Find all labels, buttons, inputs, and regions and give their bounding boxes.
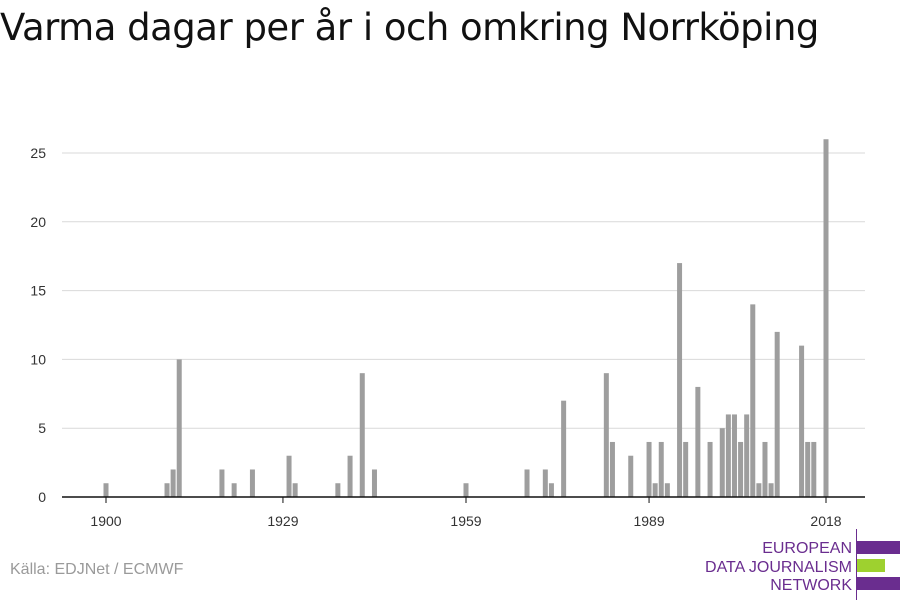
bar-2010 (774, 331, 780, 497)
y-tick-label: 20 (30, 214, 46, 230)
bar-2003 (731, 414, 737, 497)
bar-1940 (347, 455, 353, 497)
gridlines (62, 152, 865, 429)
y-tick-label: 15 (30, 283, 46, 299)
logo-divider (856, 529, 857, 600)
x-axis-ticks: 1900 1929 1959 1989 2018 (90, 497, 842, 529)
logo-line-1: EUROPEAN (762, 540, 852, 557)
bar-2016 (811, 441, 817, 497)
x-tick-label: 2018 (810, 513, 841, 529)
y-axis-ticks: 0 5 10 15 20 25 (30, 145, 46, 505)
bar-1991 (658, 441, 664, 497)
edjnet-logo: EUROPEAN DATA JOURNALISM NETWORK (705, 529, 900, 600)
source-label: Källa: EDJNet / ECMWF (10, 561, 184, 578)
bar-1972 (542, 469, 548, 497)
logo-line-2: DATA JOURNALISM (705, 559, 852, 576)
bar-1919 (219, 469, 225, 497)
bar-2002 (725, 414, 731, 497)
bar-1990 (652, 483, 658, 497)
bar-1924 (249, 469, 255, 497)
bar-1900 (103, 483, 109, 497)
y-tick-label: 25 (30, 145, 46, 161)
x-tick-label: 1929 (267, 513, 298, 529)
bar-1942 (359, 373, 365, 497)
bar-1969 (524, 469, 530, 497)
x-tick-label: 1989 (633, 513, 664, 529)
bar-1910 (164, 483, 170, 497)
bar-1997 (695, 386, 701, 497)
logo-bar-green (857, 559, 885, 572)
bar-1986 (628, 455, 634, 497)
logo-line-3: NETWORK (770, 577, 852, 594)
bar-1930 (286, 455, 292, 497)
bar-2007 (756, 483, 762, 497)
bar-2001 (719, 428, 725, 497)
bar-1982 (603, 373, 609, 497)
bar-2015 (805, 441, 811, 497)
bar-2005 (744, 414, 750, 497)
bar-1994 (677, 263, 683, 497)
logo-bar-purple-bottom (857, 577, 900, 590)
bar-1911 (170, 469, 176, 497)
bar-1983 (609, 441, 615, 497)
bar-1995 (683, 441, 689, 497)
bar-1912 (176, 359, 182, 497)
bar-1975 (561, 400, 567, 497)
bar-1973 (548, 483, 554, 497)
x-tick-label: 1959 (450, 513, 481, 529)
bars (103, 139, 829, 498)
bar-2004 (738, 441, 744, 497)
bar-2009 (768, 483, 774, 497)
bar-1989 (646, 441, 652, 497)
bar-2018 (823, 139, 829, 498)
bar-1938 (335, 483, 341, 497)
chart-title: Varma dagar per år i och omkring Norrköp… (0, 6, 819, 49)
bar-1992 (664, 483, 670, 497)
x-tick-label: 1900 (90, 513, 121, 529)
bar-1959 (463, 483, 469, 497)
bar-2014 (799, 345, 805, 497)
y-tick-label: 5 (38, 420, 46, 436)
logo-bar-purple-top (857, 541, 900, 554)
y-tick-label: 0 (38, 489, 46, 505)
bar-1921 (231, 483, 237, 497)
bar-1944 (371, 469, 377, 497)
bar-1999 (707, 441, 713, 497)
bar-1931 (292, 483, 298, 497)
bar-2008 (762, 441, 768, 497)
y-tick-label: 10 (30, 351, 46, 367)
bar-2006 (750, 304, 756, 497)
